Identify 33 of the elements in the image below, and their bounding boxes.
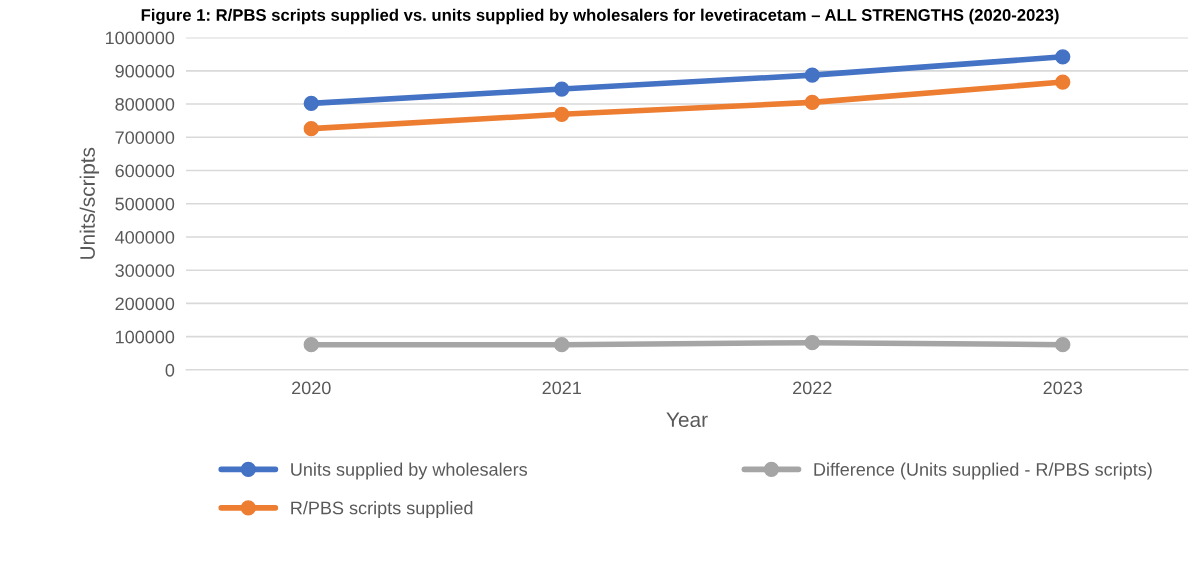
point (804, 94, 820, 111)
y-tick-label: 600000 (115, 164, 175, 178)
y-tick-label: 200000 (115, 297, 175, 311)
point (303, 337, 319, 353)
y-tick-label: 1000000 (105, 31, 175, 45)
chart-title: Figure 1: R/PBS scripts supplied vs. units supplied by wholesalers for levetiracetam – ALL STRENGTHS (2020-2023) (141, 8, 1059, 25)
y-axis-title: Units/scripts (79, 147, 100, 259)
point (554, 106, 570, 122)
y-tick-label: 800000 (115, 97, 175, 111)
y-tick-label: 0 (165, 363, 175, 377)
y-tick-label: 900000 (115, 64, 175, 78)
legend-label: Difference (Units supplied - R/PBS scripts) (814, 462, 1152, 480)
point (554, 81, 570, 97)
point (1055, 74, 1071, 90)
y-tick-label: 300000 (115, 264, 175, 277)
y-tick-label: 100000 (116, 330, 175, 344)
point (303, 120, 319, 137)
x-axis-title: Year (666, 412, 708, 428)
point (554, 337, 570, 353)
point (1055, 49, 1071, 65)
x-tick-label: 2023 (1043, 381, 1083, 395)
x-tick-label: 2022 (793, 381, 832, 395)
x-tick-label: 2021 (542, 381, 581, 395)
point (804, 67, 820, 83)
legend-label: Units supplied by wholesalers (291, 462, 528, 480)
point (1055, 337, 1071, 353)
y-tick-label: 700000 (115, 131, 175, 144)
x-tick-label: 2020 (292, 381, 331, 395)
y-tick-label: 500000 (115, 197, 175, 211)
legend-label: R/PBS scripts supplied (291, 501, 473, 518)
point (804, 335, 820, 351)
y-tick-label: 400000 (115, 230, 175, 244)
point (303, 95, 319, 112)
